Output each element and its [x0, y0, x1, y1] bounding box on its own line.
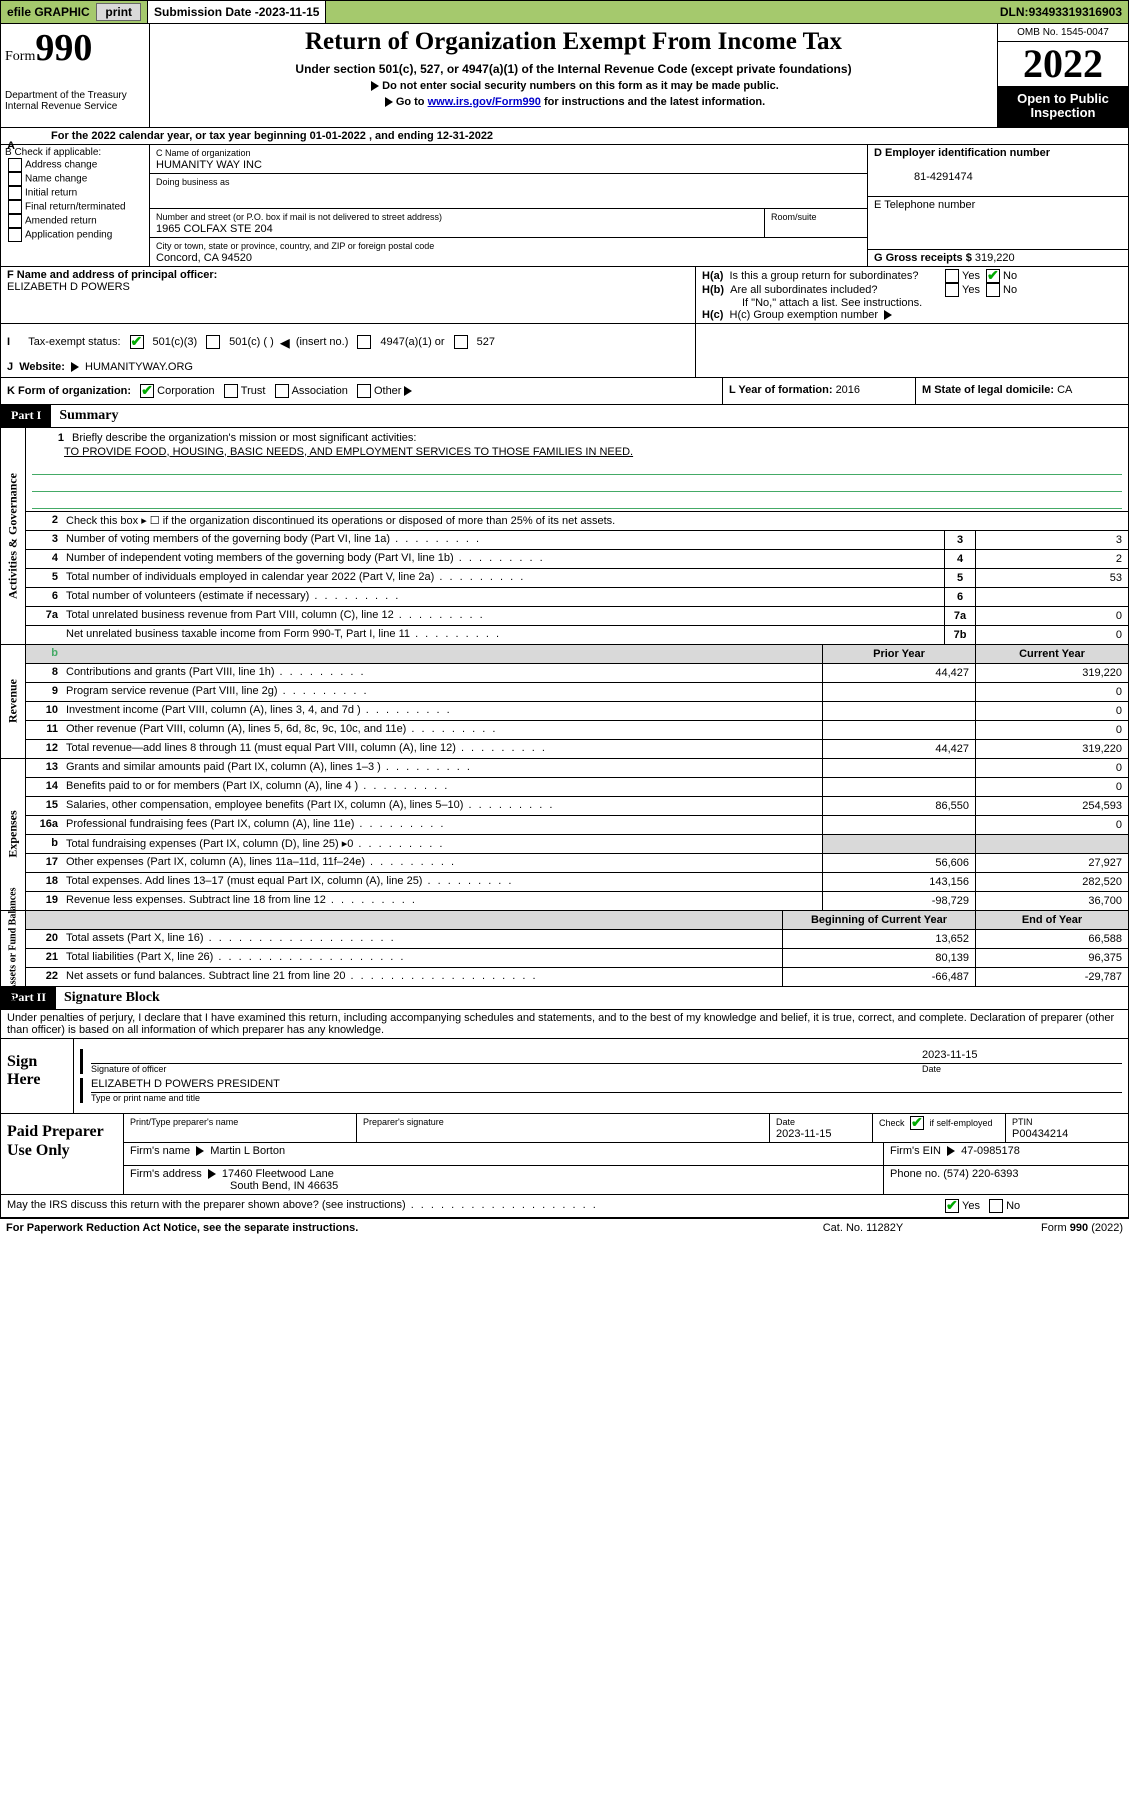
chk-address-change[interactable]	[8, 158, 22, 172]
vtab-governance: Activities & Governance	[1, 428, 26, 644]
org-name: HUMANITY WAY INC	[156, 159, 262, 171]
footer: For Paperwork Reduction Act Notice, see …	[0, 1219, 1129, 1237]
col-b-checkboxes: B Check if applicable: Address change Na…	[1, 145, 150, 266]
chk-name-change[interactable]	[8, 172, 22, 186]
table-row: 21Total liabilities (Part X, line 26)80,…	[26, 949, 1128, 968]
table-row: 5Total number of individuals employed in…	[26, 569, 1128, 588]
table-row: 4Number of independent voting members of…	[26, 550, 1128, 569]
chk-final-return[interactable]	[8, 200, 22, 214]
part1-header: Part I Summary	[1, 405, 1128, 428]
chk-4947[interactable]	[357, 335, 371, 349]
officer-name: ELIZABETH D POWERS PRESIDENT	[91, 1078, 1122, 1093]
street: 1965 COLFAX STE 204	[156, 223, 273, 235]
subtitle-2a: Do not enter social security numbers on …	[154, 80, 993, 92]
mission: TO PROVIDE FOOD, HOUSING, BASIC NEEDS, A…	[32, 446, 1122, 458]
table-row: Net unrelated business taxable income fr…	[26, 626, 1128, 644]
chk-discuss-no[interactable]	[989, 1199, 1003, 1213]
table-row: 13Grants and similar amounts paid (Part …	[26, 759, 1128, 778]
form-number: Form990	[5, 26, 145, 70]
chk-discuss-yes[interactable]	[945, 1199, 959, 1213]
sign-here-row: Sign Here 2023-11-15 Signature of office…	[1, 1039, 1128, 1114]
block-c: C Name of organizationHUMANITY WAY INC D…	[150, 145, 868, 266]
chk-initial-return[interactable]	[8, 186, 22, 200]
chk-501c[interactable]	[206, 335, 220, 349]
paid-preparer-row: Paid Preparer Use Only Print/Type prepar…	[1, 1114, 1128, 1195]
table-row: 15Salaries, other compensation, employee…	[26, 797, 1128, 816]
irs-label: Internal Revenue Service	[5, 101, 145, 112]
chk-corp[interactable]	[140, 384, 154, 398]
dept-treasury: Department of the Treasury	[5, 90, 145, 101]
principal-officer: ELIZABETH D POWERS	[7, 281, 130, 293]
table-row: 20Total assets (Part X, line 16)13,65266…	[26, 930, 1128, 949]
vtab-netassets: Net Assets or Fund Balances	[1, 911, 26, 986]
chk-527[interactable]	[454, 335, 468, 349]
row-k-l-m: K Form of organization: Corporation Trus…	[1, 378, 1128, 405]
top-bar: efile GRAPHIC print Submission Date - 20…	[0, 0, 1129, 24]
chk-hb-no[interactable]	[986, 283, 1000, 297]
table-row: 11Other revenue (Part VIII, column (A), …	[26, 721, 1128, 740]
table-row: bTotal fundraising expenses (Part IX, co…	[26, 835, 1128, 854]
website: HUMANITYWAY.ORG	[85, 361, 193, 373]
firm-name: Martin L Borton	[210, 1145, 285, 1157]
table-row: 7aTotal unrelated business revenue from …	[26, 607, 1128, 626]
efile-label: efile GRAPHIC print	[1, 1, 148, 23]
chk-app-pending[interactable]	[8, 228, 22, 242]
chk-trust[interactable]	[224, 384, 238, 398]
table-row: 22Net assets or fund balances. Subtract …	[26, 968, 1128, 986]
print-button[interactable]: print	[96, 3, 141, 21]
form-title: Return of Organization Exempt From Incom…	[154, 28, 993, 56]
section-b-g: B Check if applicable: Address change Na…	[1, 145, 1128, 267]
chk-ha-no[interactable]	[986, 269, 1000, 283]
table-row: 18Total expenses. Add lines 13–17 (must …	[26, 873, 1128, 892]
table-row: 17Other expenses (Part IX, column (A), l…	[26, 854, 1128, 873]
omb-number: OMB No. 1545-0047	[998, 24, 1128, 42]
table-row: 16aProfessional fundraising fees (Part I…	[26, 816, 1128, 835]
chk-amended[interactable]	[8, 214, 22, 228]
table-row: 14Benefits paid to or for members (Part …	[26, 778, 1128, 797]
open-public: Open to Public Inspection	[998, 86, 1128, 127]
table-row: 10Investment income (Part VIII, column (…	[26, 702, 1128, 721]
chk-501c3[interactable]	[130, 335, 144, 349]
city: Concord, CA 94520	[156, 252, 252, 264]
subtitle-1: Under section 501(c), 527, or 4947(a)(1)…	[154, 62, 993, 76]
table-row: 19Revenue less expenses. Subtract line 1…	[26, 892, 1128, 910]
part2-header: Part II Signature Block	[1, 987, 1128, 1010]
table-row: 8Contributions and grants (Part VIII, li…	[26, 664, 1128, 683]
chk-hb-yes[interactable]	[945, 283, 959, 297]
chk-assoc[interactable]	[275, 384, 289, 398]
form-header: Form990 Department of the Treasury Inter…	[1, 24, 1128, 128]
table-row: 9Program service revenue (Part VIII, lin…	[26, 683, 1128, 702]
chk-other[interactable]	[357, 384, 371, 398]
chk-ha-yes[interactable]	[945, 269, 959, 283]
table-row: 6Total number of volunteers (estimate if…	[26, 588, 1128, 607]
block-d-ein: D Employer identification number81-42914…	[868, 145, 1128, 198]
block-e-tel: E Telephone number	[868, 197, 1128, 250]
subtitle-2b: Go to www.irs.gov/Form990 for instructio…	[154, 96, 993, 108]
vtab-revenue: Revenue	[1, 645, 26, 758]
row-f-h: F Name and address of principal officer:…	[1, 267, 1128, 324]
submission-date: Submission Date - 2023-11-15	[148, 1, 326, 23]
chk-self-emp[interactable]	[910, 1116, 924, 1130]
row-a-period: A For the 2022 calendar year, or tax yea…	[1, 128, 1128, 145]
tax-year: 2022	[998, 42, 1128, 86]
dln: DLN: 93493319316903	[994, 1, 1128, 23]
table-row: 12Total revenue—add lines 8 through 11 (…	[26, 740, 1128, 758]
penalty-text: Under penalties of perjury, I declare th…	[1, 1010, 1128, 1039]
irs-link[interactable]: www.irs.gov/Form990	[428, 96, 541, 108]
table-row: 3Number of voting members of the governi…	[26, 531, 1128, 550]
block-g-gross: G Gross receipts $ 319,220	[868, 250, 1128, 266]
